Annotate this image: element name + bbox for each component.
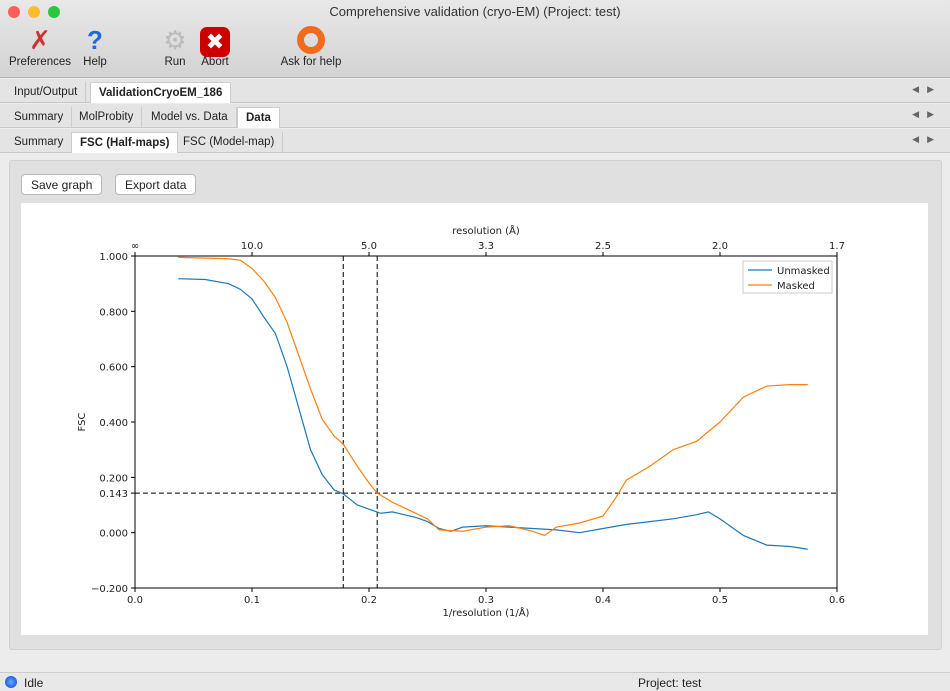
- tab-model-vs-data[interactable]: Model vs. Data: [143, 107, 237, 128]
- export-data-button[interactable]: Export data: [115, 174, 197, 195]
- y-axis-label: FSC: [77, 413, 88, 432]
- tab-scroll-arrows[interactable]: ◀▶: [912, 84, 942, 94]
- ask-for-help-label: Ask for help: [280, 56, 342, 68]
- project-label: Project: test: [638, 676, 702, 690]
- legend-label: Unmasked: [777, 266, 830, 277]
- window-title: Comprehensive validation (cryo-EM) (Proj…: [329, 4, 621, 19]
- top-tick-label: 5.0: [361, 241, 377, 252]
- ask-for-help-button[interactable]: Ask for help: [278, 24, 344, 68]
- x-tick-label: 0.0: [127, 595, 143, 606]
- x-tick-label: 0.4: [595, 595, 611, 606]
- minimize-window-button[interactable]: [28, 6, 40, 18]
- status-text: Idle: [24, 676, 44, 690]
- top-tick-label: 2.0: [712, 241, 728, 252]
- tab-fsc-half-maps[interactable]: FSC (Half-maps): [71, 132, 179, 153]
- lifebuoy-icon: [278, 24, 344, 56]
- wrench-screwdriver-icon: ✗: [29, 25, 51, 55]
- run-button[interactable]: ⚙ Run: [160, 24, 190, 68]
- status-bar: Idle Project: test: [0, 672, 950, 691]
- top-tick-label: 10.0: [241, 241, 263, 252]
- fsc-chart: 0.0 0.1 0.2 0.3 0.4 0.5 0.6 ∞ 10.0 5.0 3.3 2.5 2.0 1.…: [77, 224, 845, 619]
- preferences-label: Preferences: [8, 56, 71, 68]
- tab-summary[interactable]: Summary: [6, 107, 73, 128]
- x-tick-label: 0.5: [712, 595, 728, 606]
- legend-label: Masked: [777, 281, 815, 292]
- tab-fsc-model-map[interactable]: FSC (Model-map): [175, 132, 284, 153]
- tab-scroll-arrows[interactable]: ◀▶: [912, 109, 942, 119]
- tab-input-output[interactable]: Input/Output: [6, 82, 87, 103]
- y-tick-label: 1.000: [99, 252, 128, 263]
- preferences-button[interactable]: ✗ Preferences: [8, 24, 72, 68]
- help-label: Help: [83, 56, 107, 68]
- y-tick-label: 0.800: [99, 307, 128, 318]
- x-axis-label: 1/resolution (1/Å): [443, 606, 530, 619]
- y-tick-label: −0.200: [91, 584, 128, 595]
- series-masked: [178, 256, 808, 537]
- main-tabs: Input/Output ValidationCryoEM_186 ◀▶: [0, 79, 950, 103]
- close-window-button[interactable]: [8, 6, 20, 18]
- question-icon: ?: [87, 25, 103, 55]
- y-tick-label: 0.143: [99, 489, 128, 500]
- save-graph-button[interactable]: Save graph: [21, 174, 103, 195]
- tab-molprobity[interactable]: MolProbity: [71, 107, 143, 128]
- y-tick-label: 0.200: [99, 473, 128, 484]
- top-tick-label: 1.7: [829, 241, 845, 252]
- data-tabs: Summary FSC (Half-maps) FSC (Model-map) …: [0, 129, 950, 153]
- tab-data[interactable]: Data: [237, 107, 280, 128]
- y-tick-label: 0.400: [99, 418, 128, 429]
- result-tabs: Summary MolProbity Model vs. Data Data ◀…: [0, 104, 950, 128]
- top-tick-label: ∞: [131, 241, 139, 252]
- series-unmasked: [178, 278, 808, 550]
- x-tick-label: 0.1: [244, 595, 260, 606]
- fsc-plot: 0.0 0.1 0.2 0.3 0.4 0.5 0.6 ∞ 10.0 5.0 3.3 2.5 2.0 1.…: [21, 203, 928, 635]
- gear-icon: ⚙: [163, 25, 187, 55]
- abort-label: Abort: [201, 56, 229, 68]
- tab-scroll-arrows[interactable]: ◀▶: [912, 134, 942, 144]
- title-bar: Comprehensive validation (cryo-EM) (Proj…: [0, 0, 950, 78]
- x-tick-label: 0.2: [361, 595, 377, 606]
- tab-data-summary[interactable]: Summary: [6, 132, 73, 153]
- legend-box: [742, 260, 833, 294]
- tab-validation[interactable]: ValidationCryoEM_186: [90, 82, 232, 103]
- status-indicator-icon: [5, 676, 17, 688]
- zoom-window-button[interactable]: [48, 6, 60, 18]
- y-tick-label: 0.600: [99, 363, 128, 374]
- top-tick-label: 2.5: [595, 241, 611, 252]
- plot-frame: [134, 255, 838, 589]
- x-tick-label: 0.6: [829, 595, 845, 606]
- abort-button[interactable]: ✖ Abort: [198, 24, 232, 68]
- top-axis-label: resolution (Å): [452, 224, 520, 237]
- run-label: Run: [164, 56, 186, 68]
- y-tick-label: 0.000: [99, 529, 128, 540]
- help-button[interactable]: ? Help: [80, 24, 110, 68]
- stop-icon: ✖: [198, 24, 232, 57]
- top-tick-label: 3.3: [478, 241, 494, 252]
- x-tick-label: 0.3: [478, 595, 494, 606]
